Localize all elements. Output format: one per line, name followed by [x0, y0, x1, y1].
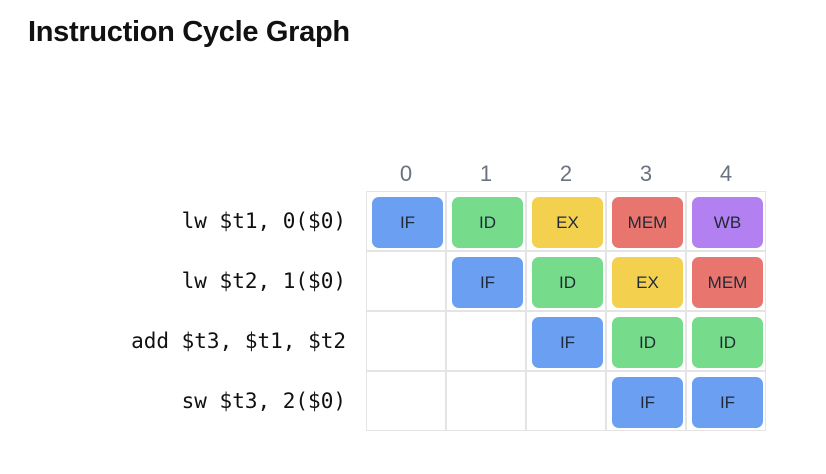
stage-id-block: ID: [692, 317, 763, 368]
stage-id-block: ID: [612, 317, 683, 368]
grid-cell: [366, 251, 446, 311]
grid-cell: MEM: [606, 191, 686, 251]
stage-if-block: IF: [532, 317, 603, 368]
instruction-label: lw $t1, 0($0): [181, 209, 346, 233]
grid-cell: IF: [686, 371, 766, 431]
pipeline-grid: IF ID EX MEM WB IF ID EX MEM IF ID ID IF IF: [366, 191, 767, 432]
instruction-label: lw $t2, 1($0): [181, 269, 346, 293]
cycle-header: 2: [559, 161, 573, 186]
cycle-header: 1: [479, 161, 493, 186]
grid-cell: ID: [686, 311, 766, 371]
grid-cell: IF: [446, 251, 526, 311]
instruction-label: add $t3, $t1, $t2: [131, 329, 346, 353]
grid-cell: [446, 311, 526, 371]
stage-mem-block: MEM: [692, 257, 763, 308]
grid-cell: IF: [366, 191, 446, 251]
stage-if-block: IF: [692, 377, 763, 428]
grid-cell: IF: [526, 311, 606, 371]
stage-ex-block: EX: [532, 197, 603, 248]
grid-cell: IF: [606, 371, 686, 431]
cycle-header: 4: [719, 161, 733, 186]
stage-wb-block: WB: [692, 197, 763, 248]
page-title: Instruction Cycle Graph: [28, 16, 350, 48]
grid-cell: EX: [526, 191, 606, 251]
stage-if-block: IF: [372, 197, 443, 248]
stage-if-block: IF: [612, 377, 683, 428]
grid-cell: [526, 371, 606, 431]
stage-ex-block: EX: [612, 257, 683, 308]
cycle-header: 3: [639, 161, 653, 186]
stage-id-block: ID: [452, 197, 523, 248]
grid-cell: [366, 311, 446, 371]
grid-cell: ID: [526, 251, 606, 311]
grid-cell: [446, 371, 526, 431]
grid-cell: ID: [606, 311, 686, 371]
grid-cell: [366, 371, 446, 431]
stage-mem-block: MEM: [612, 197, 683, 248]
cycle-header: 0: [399, 161, 413, 186]
grid-cell: WB: [686, 191, 766, 251]
instruction-label: sw $t3, 2($0): [181, 389, 346, 413]
stage-if-block: IF: [452, 257, 523, 308]
stage-id-block: ID: [532, 257, 603, 308]
grid-cell: ID: [446, 191, 526, 251]
grid-cell: EX: [606, 251, 686, 311]
grid-cell: MEM: [686, 251, 766, 311]
